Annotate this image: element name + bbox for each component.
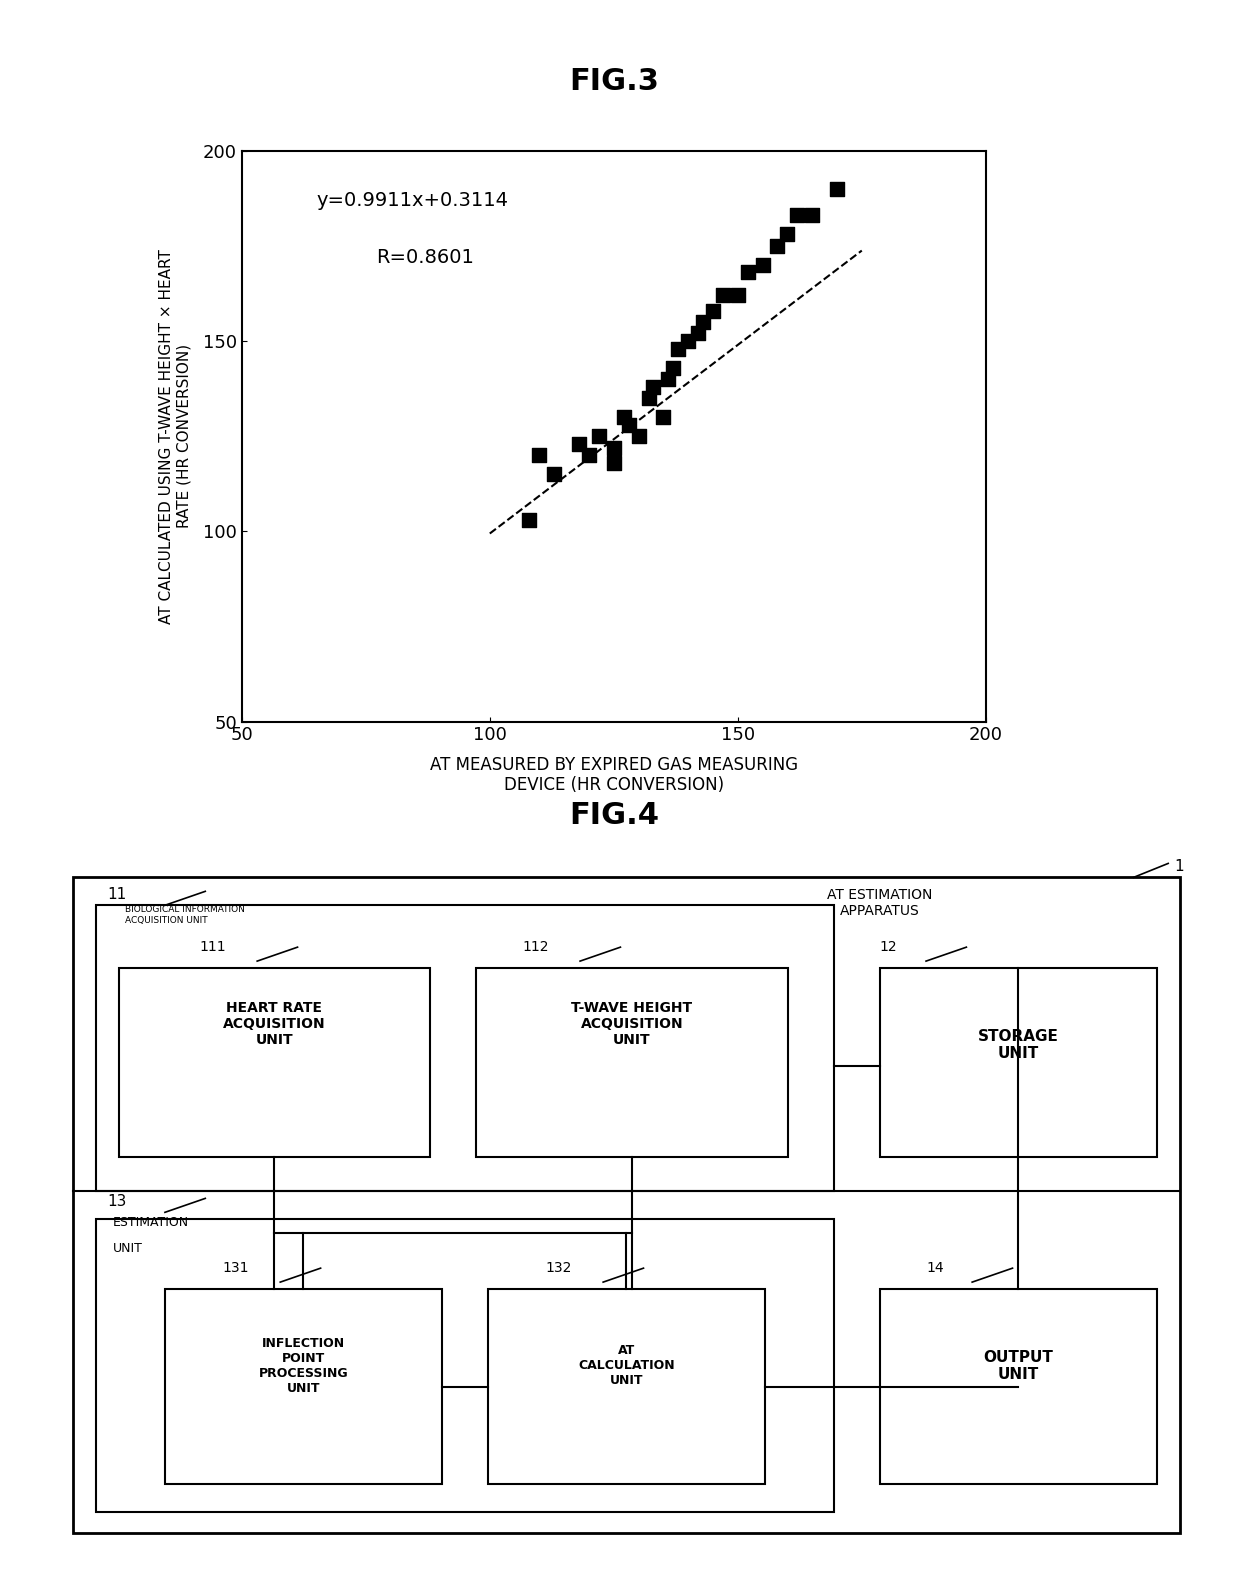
Point (579, 442, 599, 468)
Text: 13: 13 (108, 1194, 126, 1210)
Bar (95, 1220, 833, 1513)
Point (663, 355, 683, 381)
Point (569, 431, 589, 457)
Point (520, 508, 539, 533)
Point (544, 462, 564, 487)
Text: FIG.4: FIG.4 (569, 801, 658, 829)
Text: R=0.8601: R=0.8601 (376, 247, 474, 266)
Text: HEART RATE
ACQUISITION
UNIT: HEART RATE ACQUISITION UNIT (223, 1001, 326, 1047)
Y-axis label: AT CALCULATED USING T-WAVE HEIGHT × HEART
RATE (HR CONVERSION): AT CALCULATED USING T-WAVE HEIGHT × HEAR… (159, 249, 192, 623)
Text: T-WAVE HEIGHT
ACQUISITION
UNIT: T-WAVE HEIGHT ACQUISITION UNIT (572, 1001, 692, 1047)
X-axis label: AT MEASURED BY EXPIRED GAS MEASURING
DEVICE (HR CONVERSION): AT MEASURED BY EXPIRED GAS MEASURING DEV… (430, 755, 797, 795)
Point (753, 252, 773, 278)
Point (768, 233, 787, 259)
Point (658, 366, 678, 392)
Text: 11: 11 (108, 887, 126, 902)
Text: FIG.3: FIG.3 (569, 67, 658, 95)
Text: INFLECTION
POINT
PROCESSING
UNIT: INFLECTION POINT PROCESSING UNIT (258, 1337, 348, 1394)
Point (604, 435, 624, 460)
Bar (165, 1289, 441, 1484)
Text: 111: 111 (200, 940, 226, 955)
Text: y=0.9911x+0.3114: y=0.9911x+0.3114 (316, 190, 508, 209)
Point (644, 374, 663, 400)
Bar (487, 1289, 765, 1484)
Text: BIOLOGICAL INFORMATION
ACQUISITION UNIT: BIOLOGICAL INFORMATION ACQUISITION UNIT (124, 906, 244, 925)
Bar (880, 967, 1157, 1156)
Text: OUTPUT
UNIT: OUTPUT UNIT (983, 1350, 1053, 1381)
Point (604, 450, 624, 476)
Bar (880, 1289, 1157, 1484)
Point (777, 222, 797, 247)
Text: 1: 1 (1174, 860, 1184, 874)
Point (693, 309, 713, 335)
Text: 132: 132 (546, 1261, 572, 1275)
Point (629, 423, 649, 449)
Text: 131: 131 (223, 1261, 249, 1275)
Bar (95, 906, 833, 1191)
Point (678, 328, 698, 354)
Point (668, 336, 688, 362)
Bar (119, 967, 430, 1156)
Text: ESTIMATION: ESTIMATION (113, 1216, 190, 1229)
Point (653, 404, 673, 430)
Point (802, 203, 822, 228)
Point (728, 282, 748, 308)
Point (529, 442, 549, 468)
Point (738, 260, 758, 285)
Point (614, 404, 634, 430)
Point (703, 298, 723, 324)
Text: STORAGE
UNIT: STORAGE UNIT (978, 1029, 1059, 1061)
Point (639, 385, 658, 411)
Text: UNIT: UNIT (113, 1242, 143, 1255)
Point (713, 282, 733, 308)
Point (619, 412, 639, 438)
Point (827, 176, 847, 201)
Point (688, 320, 708, 346)
Bar (476, 967, 787, 1156)
Text: AT
CALCULATION
UNIT: AT CALCULATION UNIT (578, 1345, 675, 1388)
Point (589, 423, 609, 449)
Point (787, 203, 807, 228)
Text: 14: 14 (926, 1261, 944, 1275)
Text: 12: 12 (880, 940, 898, 955)
Text: 112: 112 (522, 940, 549, 955)
Text: AT ESTIMATION
APPARATUS: AT ESTIMATION APPARATUS (827, 888, 932, 918)
